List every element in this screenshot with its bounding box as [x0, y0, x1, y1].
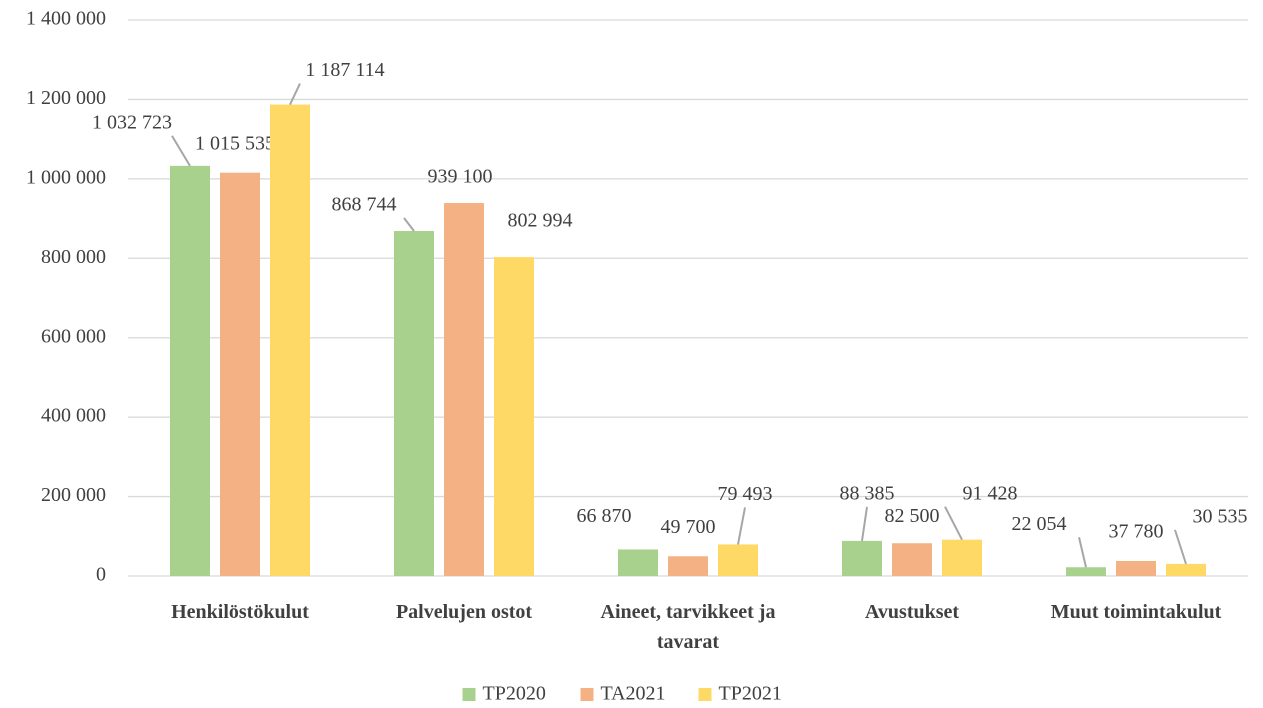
y-tick-label: 1 200 000 [26, 87, 106, 109]
leader-line [944, 506, 963, 541]
x-tick-label: Avustukset [864, 601, 960, 623]
leader-line [289, 83, 301, 105]
x-tick-label: Henkilöstökulut [171, 601, 309, 623]
data-label: 37 780 [1109, 521, 1164, 543]
leader-line [171, 135, 191, 167]
bar [1166, 563, 1206, 576]
y-tick-label: 1 400 000 [26, 8, 106, 30]
data-label: 91 428 [963, 482, 1018, 504]
data-label: 1 015 535 [195, 132, 275, 154]
legend-swatch [580, 688, 594, 701]
legend-label: TP2020 [483, 683, 546, 705]
x-tick-label: Palvelujen ostot [395, 601, 533, 623]
bar [718, 544, 758, 576]
bar [444, 203, 484, 576]
bar [1116, 560, 1156, 576]
data-label: 49 700 [661, 516, 716, 538]
bar [842, 540, 882, 576]
data-label: 88 385 [840, 482, 895, 504]
bar [668, 556, 708, 576]
y-tick-label: 0 [96, 564, 106, 586]
data-label: 939 100 [428, 166, 493, 188]
data-label: 30 535 [1193, 505, 1248, 527]
leader-line [861, 506, 868, 542]
data-label: 66 870 [577, 505, 632, 527]
bar [892, 543, 932, 576]
bar [394, 230, 434, 576]
data-label: 868 744 [332, 194, 397, 216]
bar [618, 549, 658, 576]
leader-line [1174, 529, 1187, 565]
legend-swatch [462, 688, 476, 701]
y-tick-label: 800 000 [41, 246, 106, 268]
legend-label: TP2021 [719, 683, 782, 705]
y-tick-label: 200 000 [41, 484, 106, 506]
data-label: 22 054 [1012, 513, 1067, 535]
leader-line [737, 507, 746, 545]
bar [220, 172, 260, 576]
data-label: 802 994 [508, 210, 573, 232]
bar [170, 165, 210, 576]
data-label: 82 500 [885, 505, 940, 527]
y-tick-label: 400 000 [41, 405, 106, 427]
data-label: 79 493 [718, 483, 773, 505]
leader-line [1078, 537, 1087, 568]
legend-swatch [698, 688, 712, 701]
legend-label: TA2021 [601, 683, 666, 705]
bar [942, 539, 982, 576]
y-tick-label: 1 000 000 [26, 166, 106, 188]
leader-line [403, 217, 415, 232]
x-tick-label: Aineet, tarvikkeet ja tavarat [600, 601, 776, 653]
y-tick-label: 600 000 [41, 325, 106, 347]
bar [494, 257, 534, 576]
x-tick-label: Muut toimintakulut [1050, 601, 1222, 623]
bar [1066, 567, 1106, 576]
bar [270, 104, 310, 577]
data-label: 1 187 114 [305, 59, 384, 81]
data-label: 1 032 723 [92, 111, 172, 133]
